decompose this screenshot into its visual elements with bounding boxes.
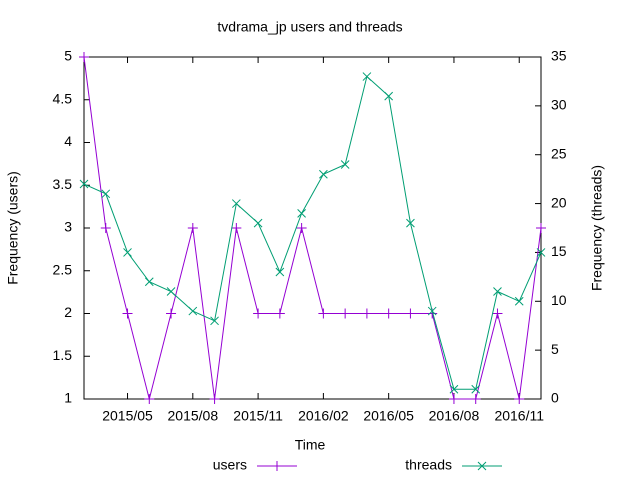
marker — [101, 189, 111, 199]
marker — [492, 308, 503, 319]
y-tick-label: 3 — [64, 219, 72, 235]
marker — [275, 267, 285, 277]
y2-tick-label: 5 — [551, 341, 559, 357]
y2-tick-label: 25 — [551, 145, 567, 161]
marker — [536, 223, 546, 233]
legend-label: users — [213, 457, 247, 473]
y-axis-label: Frequency (users) — [5, 171, 21, 285]
x-axis-label: Time — [295, 437, 326, 453]
y2-tick-label: 20 — [551, 194, 567, 210]
plot-border — [83, 56, 542, 400]
y-tick-label: 2 — [64, 304, 72, 320]
marker — [340, 308, 351, 319]
marker — [493, 287, 502, 296]
marker — [188, 306, 198, 316]
marker — [253, 218, 263, 228]
x-tick-label: 2016/02 — [298, 408, 349, 424]
marker — [209, 394, 220, 404]
marker — [514, 394, 525, 404]
x-tick-label: 2016/05 — [363, 408, 414, 424]
y2-tick-label: 35 — [551, 48, 567, 64]
marker — [471, 384, 481, 394]
series-line — [83, 75, 542, 390]
marker — [79, 179, 89, 189]
x-tick-label: 2016/11 — [494, 408, 544, 424]
legend-label: threads — [405, 457, 452, 473]
y-tick-label: 4.5 — [53, 90, 73, 106]
marker — [406, 218, 415, 228]
series-line — [83, 56, 542, 400]
marker — [536, 248, 546, 257]
marker — [362, 72, 372, 81]
y-tick-label: 1 — [64, 390, 72, 406]
x-tick-label: 2015/08 — [168, 408, 219, 424]
marker — [405, 308, 416, 319]
marker — [122, 308, 133, 319]
x-tick-label: 2015/11 — [233, 408, 283, 424]
marker — [318, 308, 329, 319]
marker — [514, 296, 524, 306]
legend-marker — [272, 461, 282, 471]
marker — [383, 308, 394, 319]
marker — [449, 384, 459, 394]
marker — [340, 160, 350, 169]
marker — [470, 394, 481, 404]
marker — [274, 308, 285, 319]
marker — [166, 308, 177, 319]
y2-tick-label: 0 — [551, 390, 559, 406]
marker — [144, 277, 154, 287]
y-tick-label: 2.5 — [53, 261, 73, 277]
marker — [296, 223, 307, 233]
marker — [79, 52, 89, 62]
chart-title: tvdrama_jp users and threads — [217, 19, 402, 35]
y-tick-label: 4 — [64, 133, 72, 149]
marker — [427, 306, 437, 316]
y-tick-label: 1.5 — [53, 347, 73, 363]
marker — [319, 169, 328, 179]
marker — [187, 223, 198, 233]
marker — [123, 248, 132, 257]
y2-axis-label: Frequency (threads) — [589, 165, 605, 291]
y-tick-label: 5 — [64, 48, 72, 64]
marker — [384, 91, 394, 101]
marker — [297, 208, 306, 218]
y2-tick-label: 30 — [551, 97, 567, 113]
marker — [448, 394, 459, 404]
marker — [100, 223, 111, 233]
marker — [144, 394, 155, 404]
marker — [210, 316, 219, 326]
marker — [231, 223, 242, 233]
marker — [231, 199, 241, 208]
x-tick-label: 2016/08 — [429, 408, 480, 424]
x-tick-label: 2015/05 — [102, 408, 153, 424]
marker — [253, 308, 264, 319]
y2-tick-label: 10 — [551, 292, 567, 308]
y-tick-label: 3.5 — [53, 176, 73, 192]
marker — [166, 287, 176, 296]
marker — [361, 308, 372, 319]
legend-marker — [477, 461, 487, 471]
y2-tick-label: 15 — [551, 243, 567, 259]
